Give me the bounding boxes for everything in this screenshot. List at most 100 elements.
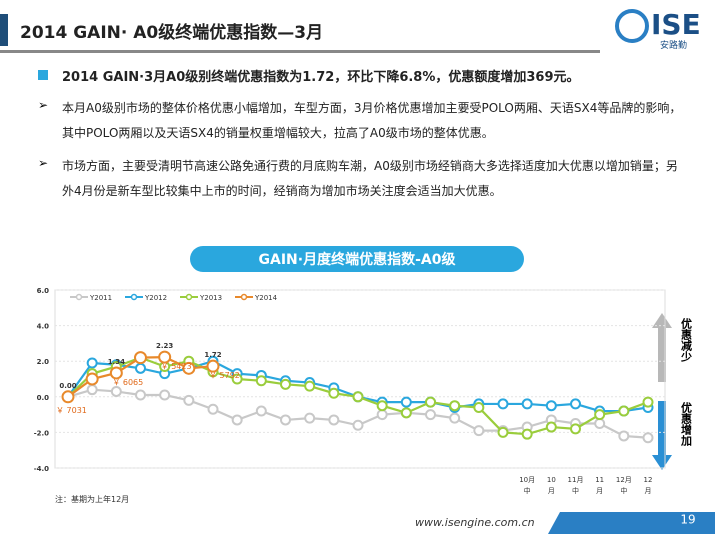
x-tick-label: 10 月 [547,476,556,495]
data-label: 2.23 [156,342,173,350]
point [521,398,533,410]
point [304,380,316,392]
point [207,403,219,415]
legend-marker [130,293,138,301]
point [449,400,461,412]
data-label: 1.34 [108,358,125,366]
x-tick-label: 10月中 [519,476,535,495]
point [400,407,412,419]
point [473,425,485,437]
y-tick-label: -2.0 [34,429,49,437]
logo-text: ISE [651,8,701,41]
point [400,396,412,408]
legend-marker [240,293,248,301]
price-label: ￥ 7031 [56,406,87,415]
data-label: 1.72 [204,351,221,359]
series-line [67,360,649,413]
side-up: 优惠减少 [680,317,694,362]
legend-label: Y2012 [144,294,167,302]
point [570,398,581,410]
point [618,430,630,442]
point [425,409,436,421]
bullet: 市场方面，主要受清明节高速公路免通行费的月底购车潮，A0级别市场经销商大多选择适… [62,159,678,198]
legend-label: Y2011 [89,294,112,302]
note: 注：基期为上年12月 [55,494,129,504]
x-tick-label: 12 月 [644,476,653,495]
legend-label: Y2013 [199,294,222,302]
point [425,396,436,408]
logo: ISE [615,8,701,43]
y-tick-label: 6.0 [37,287,50,295]
up-arrow [652,313,672,382]
point [594,409,606,421]
point [158,350,172,364]
point [328,414,340,426]
arrow-icon: ➢ [38,156,49,170]
point [642,432,654,444]
bullet: 本月A0级别市场的整体价格优惠小幅增加，车型方面，3月价格优惠增加主要受POLO… [62,101,682,140]
point [231,373,243,385]
point [231,414,243,426]
chart-title-bg [190,246,524,272]
price-label: ￥ 5423 [161,362,192,371]
point [206,359,220,373]
point [135,389,146,401]
chart-title: GAIN·月度终端优惠指数-A0级 [259,251,457,268]
point [545,400,557,412]
plot-area [54,289,666,469]
point [86,357,98,369]
footer-band [548,512,715,534]
y-tick-label: 4.0 [37,323,50,331]
point [134,351,147,365]
side-down: 优惠增加 [680,401,694,447]
point [352,391,364,403]
x-tick-label: 12月中 [616,476,632,495]
x-tick-label: 11 月 [595,476,604,495]
point [183,394,195,406]
point [352,419,364,431]
point [85,372,99,386]
price-label: ￥ 5792 [209,371,240,380]
point [280,378,291,390]
slide-title: 2014 GAIN· A0级终端优惠指数—3月 [20,23,324,43]
price-label: ￥ 6065 [112,378,143,387]
point [110,385,122,397]
point [376,409,388,421]
point [449,412,461,424]
page-number: 19 [680,513,695,527]
y-tick-label: 2.0 [37,358,50,366]
y-tick-label: 0.0 [37,394,50,402]
point [473,401,485,413]
down-arrow [652,401,672,470]
point [594,418,606,429]
point [497,398,509,410]
point [255,375,267,387]
x-tick-label: 11月中 [568,476,584,495]
point [497,426,509,438]
point [304,412,316,424]
point [280,414,291,426]
legend-marker [75,293,83,301]
point [545,421,557,433]
legend-marker [185,293,193,301]
point [135,362,146,374]
y-tick-label: -4.0 [34,465,49,473]
point [159,389,171,401]
point [376,400,388,412]
data-label: 0.00 [59,382,76,390]
legend-label: Y2014 [254,294,278,302]
logo-sub: 安路勤 [660,41,688,51]
point [255,405,267,417]
point [570,423,581,435]
point [61,390,75,404]
point [642,396,654,408]
point [182,361,196,375]
point [109,366,123,380]
rule [0,50,600,53]
point [328,387,340,399]
point [618,405,630,417]
footer-url: www.isengine.com.cn [415,516,535,529]
title-bar [0,14,8,46]
